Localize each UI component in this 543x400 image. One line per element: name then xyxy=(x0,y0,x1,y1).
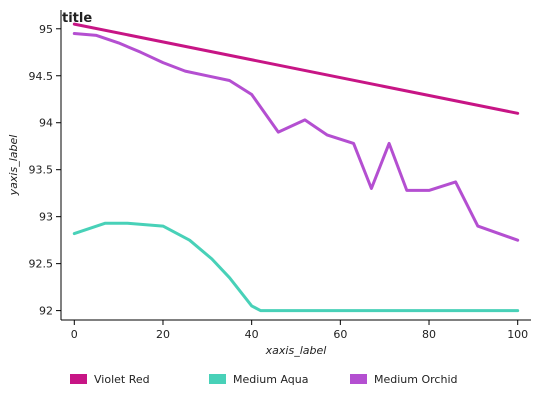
legend-label: Medium Orchid xyxy=(374,373,457,386)
legend-swatch xyxy=(350,374,367,384)
y-tick-label: 93.5 xyxy=(29,164,54,177)
legend-swatch xyxy=(209,374,226,384)
y-tick-label: 94 xyxy=(39,117,53,130)
x-tick-label: 40 xyxy=(245,328,259,341)
y-tick-label: 93 xyxy=(39,211,53,224)
series-line-medium-aqua xyxy=(72,221,520,313)
x-tick-label: 100 xyxy=(507,328,528,341)
y-tick-label: 92 xyxy=(39,305,53,318)
x-axis-title: xaxis_label xyxy=(265,344,327,357)
series-line-medium-orchid xyxy=(72,32,520,242)
y-axis-ticks: 92 92.5 93 93.5 94 94.5 95 xyxy=(29,23,61,318)
y-axis-title: yaxis_label xyxy=(7,135,20,197)
y-tick-label: 92.5 xyxy=(29,258,54,271)
x-tick-label: 60 xyxy=(333,328,347,341)
legend: Violet Red Medium Aqua Medium Orchid xyxy=(70,373,457,386)
x-tick-label: 0 xyxy=(71,328,78,341)
chart-title: title xyxy=(62,11,92,26)
series-layer xyxy=(72,22,520,313)
legend-label: Medium Aqua xyxy=(233,373,309,386)
y-tick-label: 95 xyxy=(39,23,53,36)
x-tick-label: 80 xyxy=(422,328,436,341)
x-axis-ticks: 0 20 40 60 80 100 xyxy=(71,320,528,341)
y-tick-label: 94.5 xyxy=(29,70,54,83)
series-line-violet-red xyxy=(72,22,520,115)
x-tick-label: 20 xyxy=(156,328,170,341)
legend-label: Violet Red xyxy=(94,373,150,386)
legend-swatch xyxy=(70,374,87,384)
